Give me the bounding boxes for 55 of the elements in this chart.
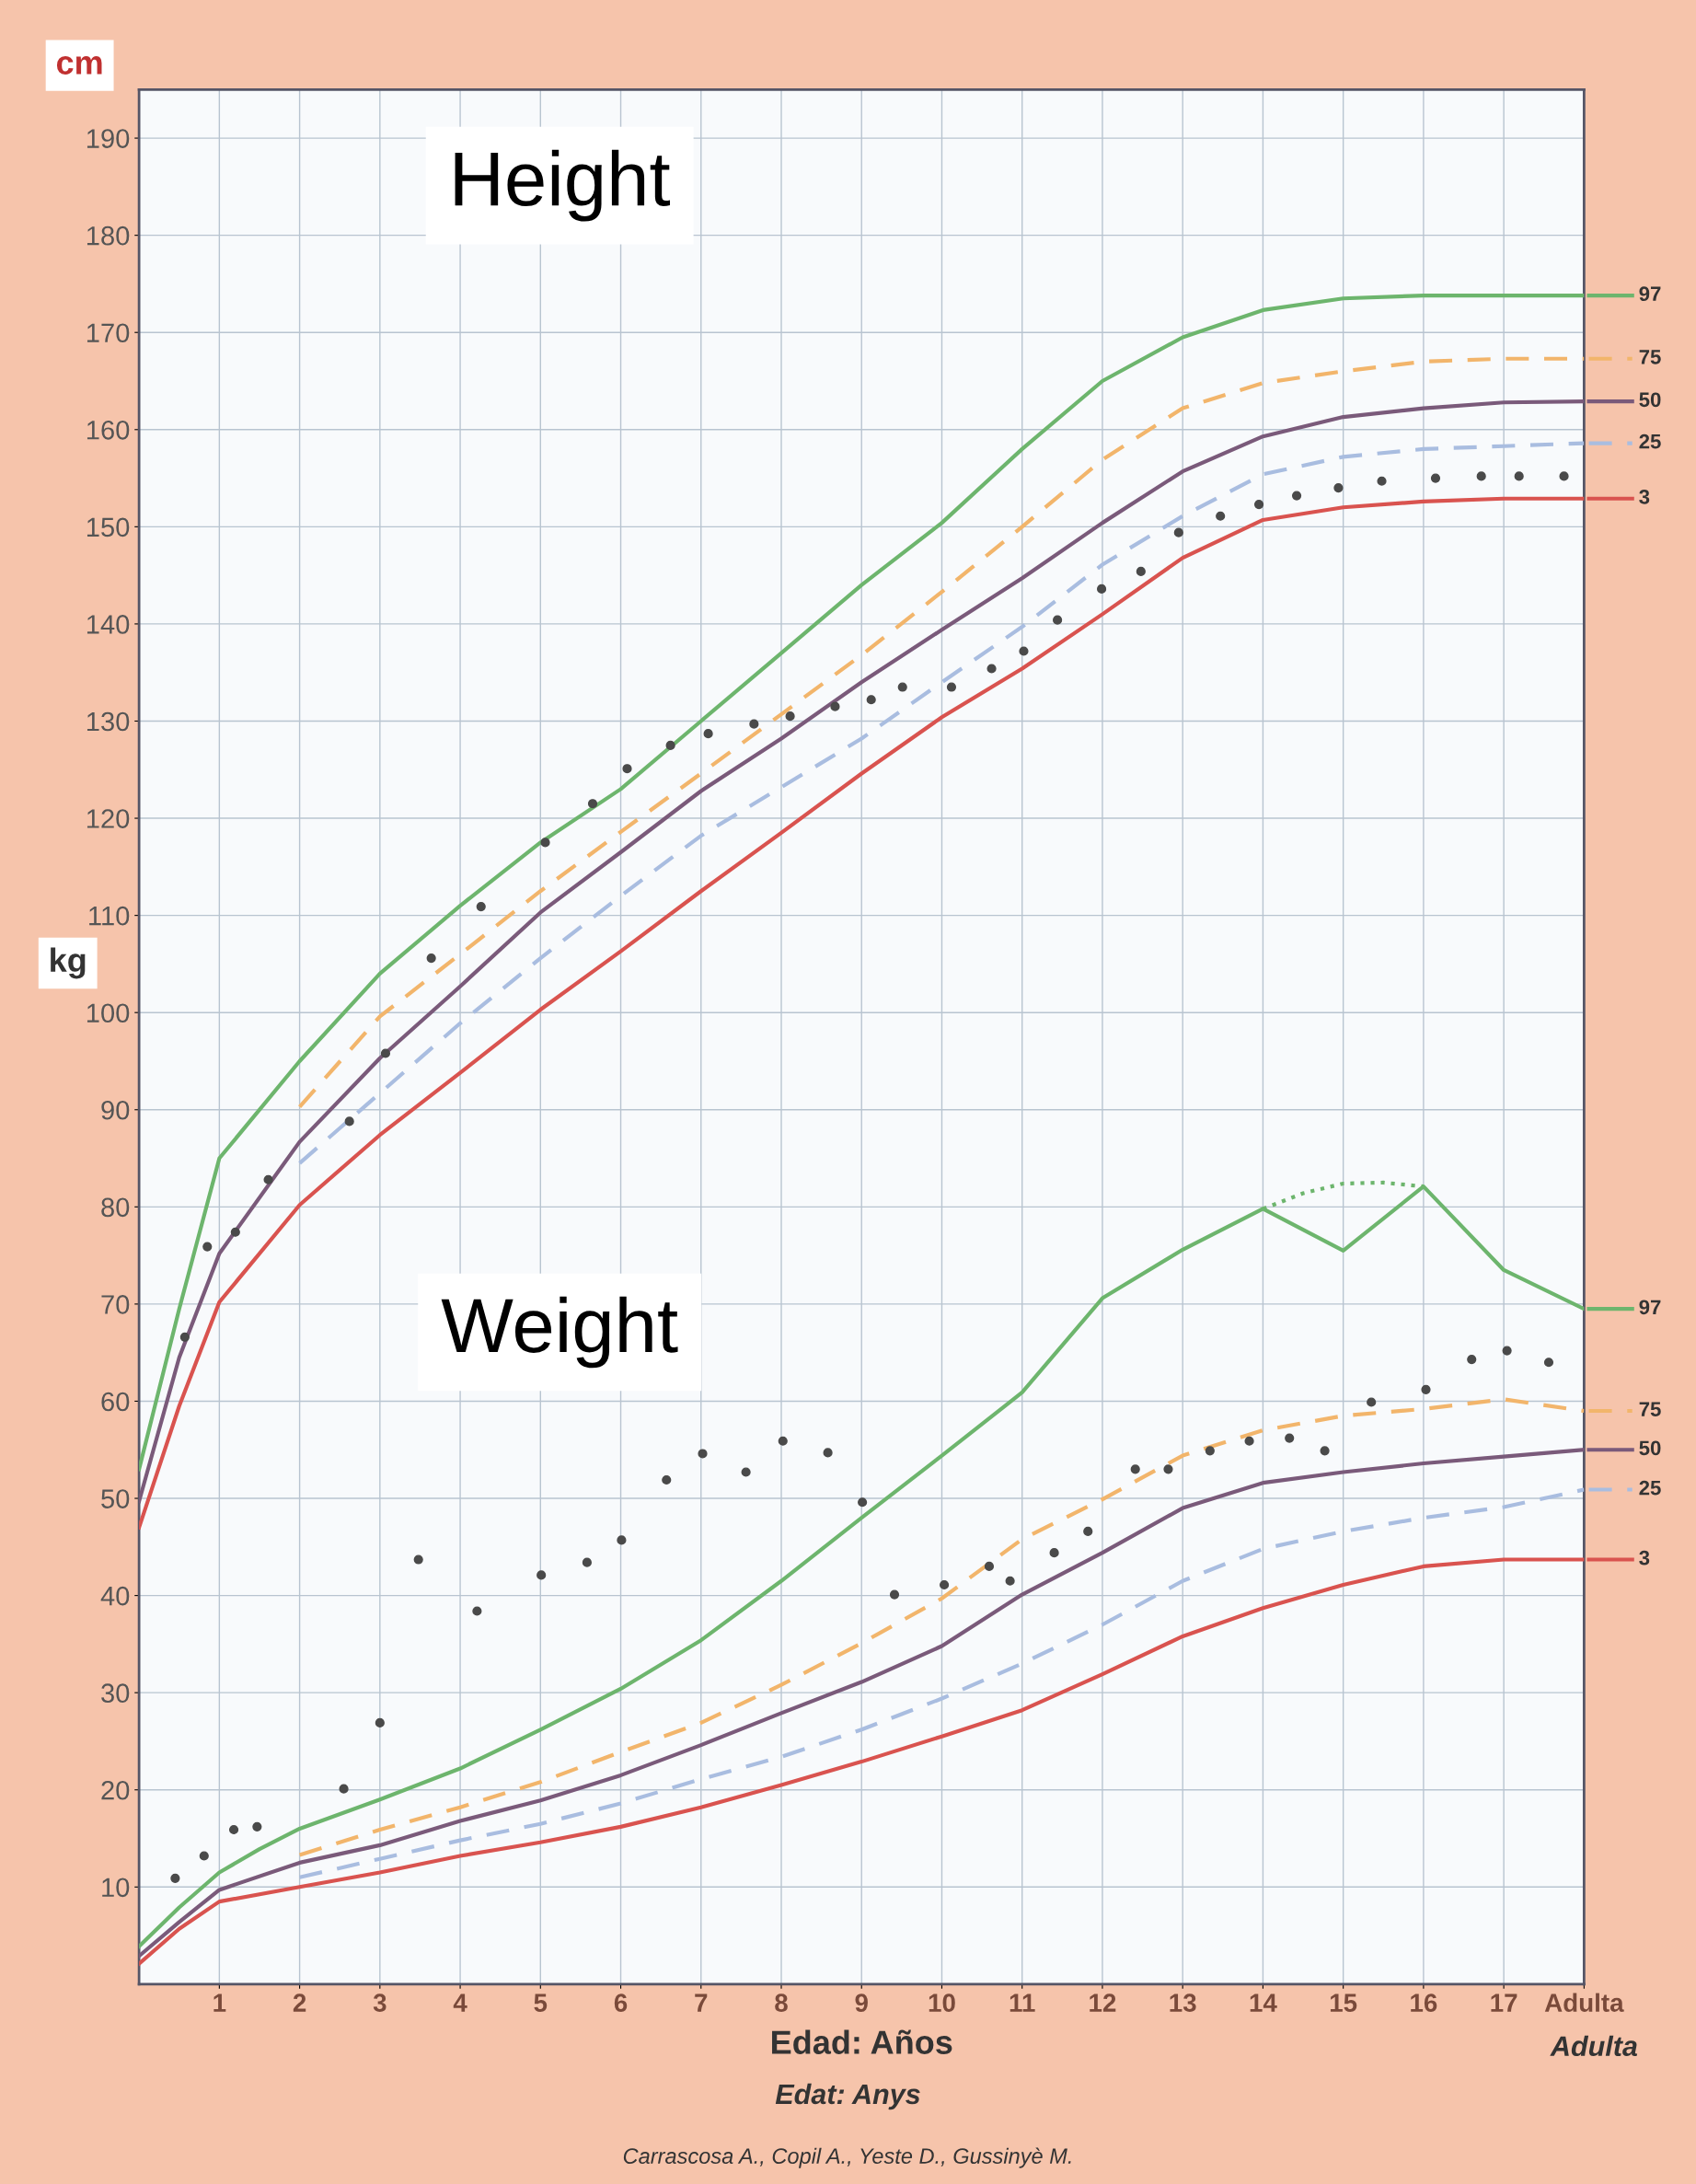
text: Edat: Anys [775, 2083, 920, 2110]
y-tick-label: 110 [89, 906, 130, 926]
legend-label: 25 [1639, 433, 1661, 449]
y-tick-label: 20 [101, 1780, 130, 1800]
y-tick-label: 90 [101, 1100, 130, 1120]
annotation: Height [455, 149, 671, 222]
x-tick-label: 12 [1090, 1993, 1116, 2012]
legend-label: 50 [1639, 392, 1661, 408]
y-tick-label: 50 [101, 1489, 130, 1508]
x-tick-label: 4 [453, 1993, 467, 2012]
legend-label: 97 [1639, 1300, 1661, 1315]
x-tick-label: 3 [373, 1993, 387, 2013]
x-tick-label: 5 [534, 1993, 548, 2012]
legend-label: 3 [1639, 1550, 1650, 1566]
y-tick-label: 30 [101, 1683, 130, 1704]
legend-label: 75 [1639, 350, 1661, 364]
legend-label: 25 [1639, 1480, 1661, 1496]
x-tick-label: 2 [293, 1993, 306, 2012]
text: kg [51, 947, 86, 979]
x-tick-label: 15 [1330, 1993, 1357, 2012]
x-tick-label: 7 [695, 1993, 708, 2012]
x-tick-label: 6 [614, 1993, 628, 2012]
x-axis-title: Edad: Años [772, 2029, 952, 2054]
x-tick-label: 8 [775, 1993, 788, 2012]
y-tick-label: 140 [87, 615, 130, 634]
text: Carrascosa A., Copil A., Yeste D., Gussinyè M. [623, 2147, 1071, 2168]
x-tick-label: 11 [1010, 1993, 1035, 2012]
y-tick-label: 170 [87, 323, 130, 343]
y-tick-label: 130 [87, 711, 130, 732]
y-tick-label: 40 [100, 1586, 130, 1606]
legend-label: 50 [1639, 1440, 1661, 1456]
y-tick-label: 180 [87, 225, 130, 246]
x-tick-label: 16 [1411, 1993, 1437, 2012]
legend-label: 97 [1639, 286, 1661, 302]
y-tick-label: 150 [87, 517, 130, 537]
x-tick-label: 17 [1491, 1993, 1517, 2012]
y-tick-label: 100 [87, 1003, 130, 1023]
y-tick-label: 70 [101, 1295, 130, 1314]
y-tick-label: 120 [87, 809, 130, 828]
y-tick-label: 60 [101, 1392, 130, 1412]
y-tick-label: 160 [87, 420, 130, 440]
legend-label: 75 [1639, 1402, 1661, 1416]
legend-label: 3 [1639, 489, 1650, 504]
y-tick-label: 10 [102, 1878, 130, 1898]
annotation: Weight [441, 1296, 678, 1369]
x-tick-label: 10 [929, 1993, 955, 2012]
x-tick-label: 9 [855, 1993, 868, 2012]
text: Adulta [1550, 2035, 1638, 2057]
x-tick-label: Adulta [1544, 1993, 1624, 2012]
x-tick-label: 14 [1250, 1993, 1277, 2012]
x-tick-label: 1 [213, 1993, 226, 2012]
x-tick-label: 13 [1170, 1993, 1196, 2013]
y-tick-label: 80 [101, 1197, 130, 1218]
y-tick-label: 190 [87, 129, 130, 148]
text: cm [56, 56, 102, 75]
